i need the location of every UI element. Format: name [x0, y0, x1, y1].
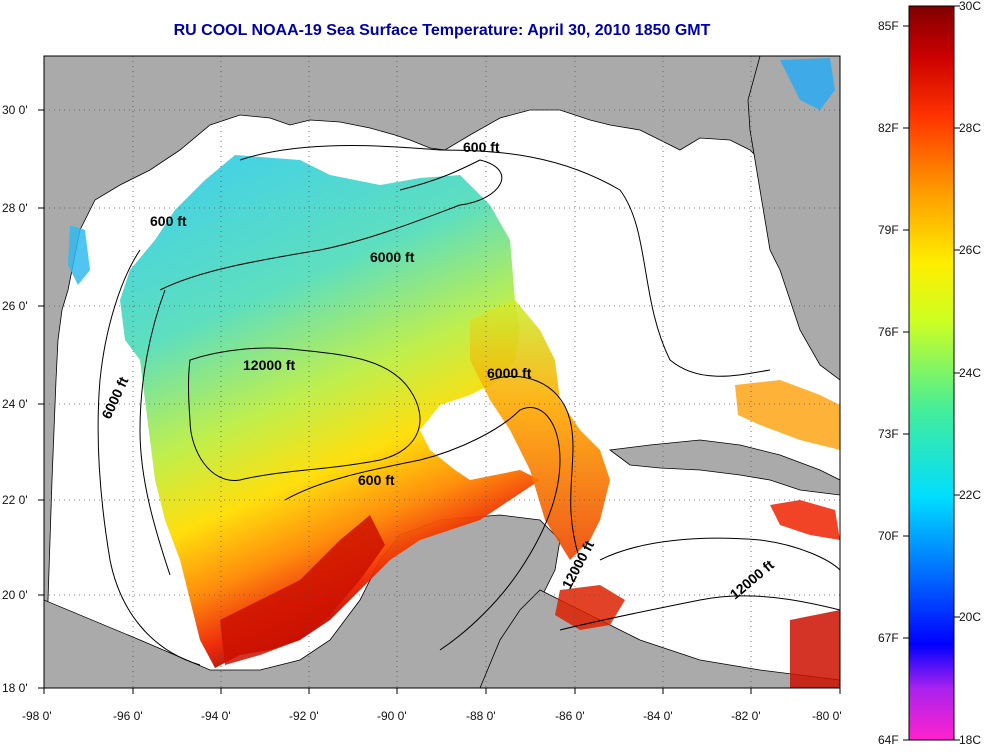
lon-tick-label: -82 0'	[731, 709, 761, 723]
colorbar-c-label: 18C	[959, 733, 981, 747]
lon-tick-label: -92 0'	[289, 709, 319, 723]
colorbar-f-label: 76F	[878, 325, 899, 339]
lat-tick-label: 20 0'	[2, 588, 28, 602]
sst-caribbean-patch	[770, 500, 840, 540]
sst-caribbean-patch-3	[790, 610, 840, 688]
lat-tick-label: 18 0'	[2, 681, 28, 695]
colorbar-gradient	[908, 5, 955, 741]
temperature-colorbar: 85F 82F 79F 76F 73F 70F 67F 64F 30C 28C …	[878, 0, 981, 747]
contour-label: 6000 ft	[370, 249, 415, 265]
bathymetry-contours	[97, 145, 841, 666]
colorbar-f-label: 73F	[878, 427, 899, 441]
lon-tick-label: -98 0'	[22, 709, 52, 723]
sst-ne-patch	[780, 58, 835, 110]
colorbar-f-label: 79F	[878, 223, 899, 237]
contour-12000ft	[188, 347, 421, 481]
contour-label: 12000 ft	[243, 357, 295, 373]
colorbar-f-label: 85F	[878, 19, 899, 33]
map-frame	[43, 55, 841, 689]
axis-ticks	[38, 109, 841, 694]
cuba-land	[608, 439, 840, 496]
sst-warm-patch	[220, 515, 385, 665]
colorbar-f-label: 64F	[878, 733, 899, 747]
colorbar-f-label: 70F	[878, 529, 899, 543]
contour-6000ft	[139, 159, 581, 576]
contour-600ft	[97, 145, 771, 666]
sst-swath-west	[120, 155, 540, 668]
lon-tick-label: -86 0'	[555, 709, 585, 723]
contour-label: 600 ft	[463, 139, 500, 155]
lon-tick-label: -90 0'	[377, 709, 407, 723]
sst-swath-east	[470, 300, 610, 560]
lat-tick-label: 28 0'	[2, 201, 28, 215]
lon-tick-label: -88 0'	[466, 709, 496, 723]
map-title: RU COOL NOAA-19 Sea Surface Temperature:…	[173, 22, 711, 39]
contour-label: 600 ft	[358, 472, 395, 488]
colorbar-f-label: 82F	[878, 121, 899, 135]
lat-tick-label: 24 0'	[2, 397, 28, 411]
florida-land	[747, 56, 840, 381]
contour-label: 600 ft	[150, 213, 187, 229]
contour-label: 6000 ft	[487, 365, 532, 381]
lat-tick-label: 26 0'	[2, 299, 28, 313]
colorbar-c-label: 22C	[959, 488, 981, 502]
lat-tick-label: 22 0'	[2, 493, 28, 507]
lon-tick-label: -84 0'	[643, 709, 673, 723]
lon-tick-label: -80 0'	[812, 709, 842, 723]
contour-600ft-south	[284, 407, 561, 651]
contour-caribbean	[559, 537, 841, 631]
lat-tick-label: 30 0'	[2, 103, 28, 117]
colorbar-c-label: 20C	[959, 610, 981, 624]
colorbar-f-label: 67F	[878, 631, 899, 645]
colorbar-c-label: 30C	[959, 0, 981, 13]
sst-straits-patch	[735, 380, 840, 450]
colorbar-c-label: 24C	[959, 366, 981, 380]
sst-nw-patch	[68, 225, 90, 285]
colorbar-c-label: 26C	[959, 243, 981, 257]
lon-tick-label: -96 0'	[113, 709, 143, 723]
lon-tick-label: -94 0'	[201, 709, 231, 723]
colorbar-c-label: 28C	[959, 121, 981, 135]
